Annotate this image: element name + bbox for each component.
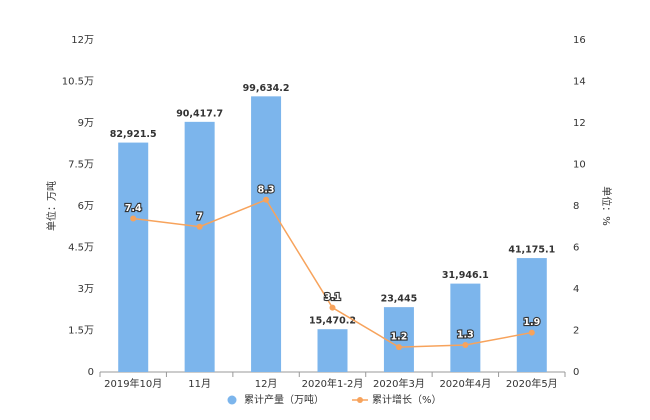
legend-swatch bbox=[357, 397, 363, 403]
value-label: 7.4 bbox=[125, 203, 142, 214]
y2-tick-label: 0 bbox=[573, 367, 579, 378]
x-tick-label: 2019年10月 bbox=[104, 377, 162, 390]
value-label: 23,445 bbox=[381, 294, 418, 305]
value-label: 15,470.2 bbox=[309, 316, 356, 327]
value-label: 1.2 bbox=[391, 332, 408, 343]
bar bbox=[383, 307, 414, 372]
value-label: 90,417.7 bbox=[176, 108, 223, 119]
line-point bbox=[130, 215, 137, 222]
line-point bbox=[462, 342, 469, 349]
x-tick-label: 2020年3月 bbox=[373, 377, 425, 390]
line-point bbox=[528, 329, 535, 336]
y2-tick-label: 10 bbox=[573, 160, 586, 171]
y2-tick-label: 8 bbox=[573, 201, 579, 212]
line-point bbox=[329, 304, 336, 311]
x-tick-label: 2020年5月 bbox=[506, 377, 558, 390]
y-tick-label: 1.5万 bbox=[68, 326, 94, 337]
y2-tick-label: 14 bbox=[573, 77, 586, 88]
bar bbox=[516, 258, 547, 372]
y-tick-label: 0 bbox=[88, 367, 94, 378]
value-label: 41,175.1 bbox=[508, 245, 555, 256]
y-tick-label: 4.5万 bbox=[68, 243, 94, 254]
line-point bbox=[263, 196, 270, 203]
x-tick-label: 2020年4月 bbox=[439, 377, 491, 390]
legend-label: 累计增长（%） bbox=[372, 393, 442, 406]
value-label: 82,921.5 bbox=[110, 129, 157, 140]
line-point bbox=[395, 344, 402, 351]
value-label: 99,634.2 bbox=[243, 83, 290, 94]
legend-label: 累计产量（万吨） bbox=[244, 393, 324, 406]
value-label: 8.3 bbox=[258, 184, 275, 195]
y-tick-label: 9万 bbox=[78, 118, 94, 129]
legend-swatch bbox=[227, 395, 237, 405]
y-axis-title: 单位：万吨 bbox=[45, 181, 58, 231]
y-tick-label: 3万 bbox=[78, 284, 94, 295]
value-label: 1.3 bbox=[457, 330, 474, 341]
value-label: 7 bbox=[196, 211, 203, 222]
bar bbox=[251, 96, 282, 372]
y2-tick-label: 12 bbox=[573, 118, 586, 129]
y2-tick-label: 16 bbox=[573, 35, 586, 46]
bar bbox=[118, 142, 149, 372]
x-tick-label: 11月 bbox=[188, 378, 211, 390]
value-label: 31,946.1 bbox=[442, 270, 489, 281]
x-tick-label: 12月 bbox=[255, 378, 278, 390]
y-tick-label: 7.5万 bbox=[68, 160, 94, 171]
value-label: 3.1 bbox=[324, 292, 341, 303]
bar bbox=[317, 329, 348, 372]
y2-tick-label: 4 bbox=[573, 284, 579, 295]
x-tick-label: 2020年1-2月 bbox=[302, 377, 364, 390]
bar bbox=[450, 283, 481, 372]
line-point bbox=[196, 223, 203, 230]
y-tick-label: 6万 bbox=[78, 201, 94, 212]
y-tick-label: 12万 bbox=[71, 35, 94, 46]
y-tick-label: 10.5万 bbox=[62, 77, 94, 88]
value-label: 1.9 bbox=[523, 317, 540, 328]
bar bbox=[184, 121, 215, 372]
y2-tick-label: 6 bbox=[573, 243, 579, 254]
y2-tick-label: 2 bbox=[573, 326, 579, 337]
y2-axis-title: 单位：% bbox=[600, 186, 613, 226]
